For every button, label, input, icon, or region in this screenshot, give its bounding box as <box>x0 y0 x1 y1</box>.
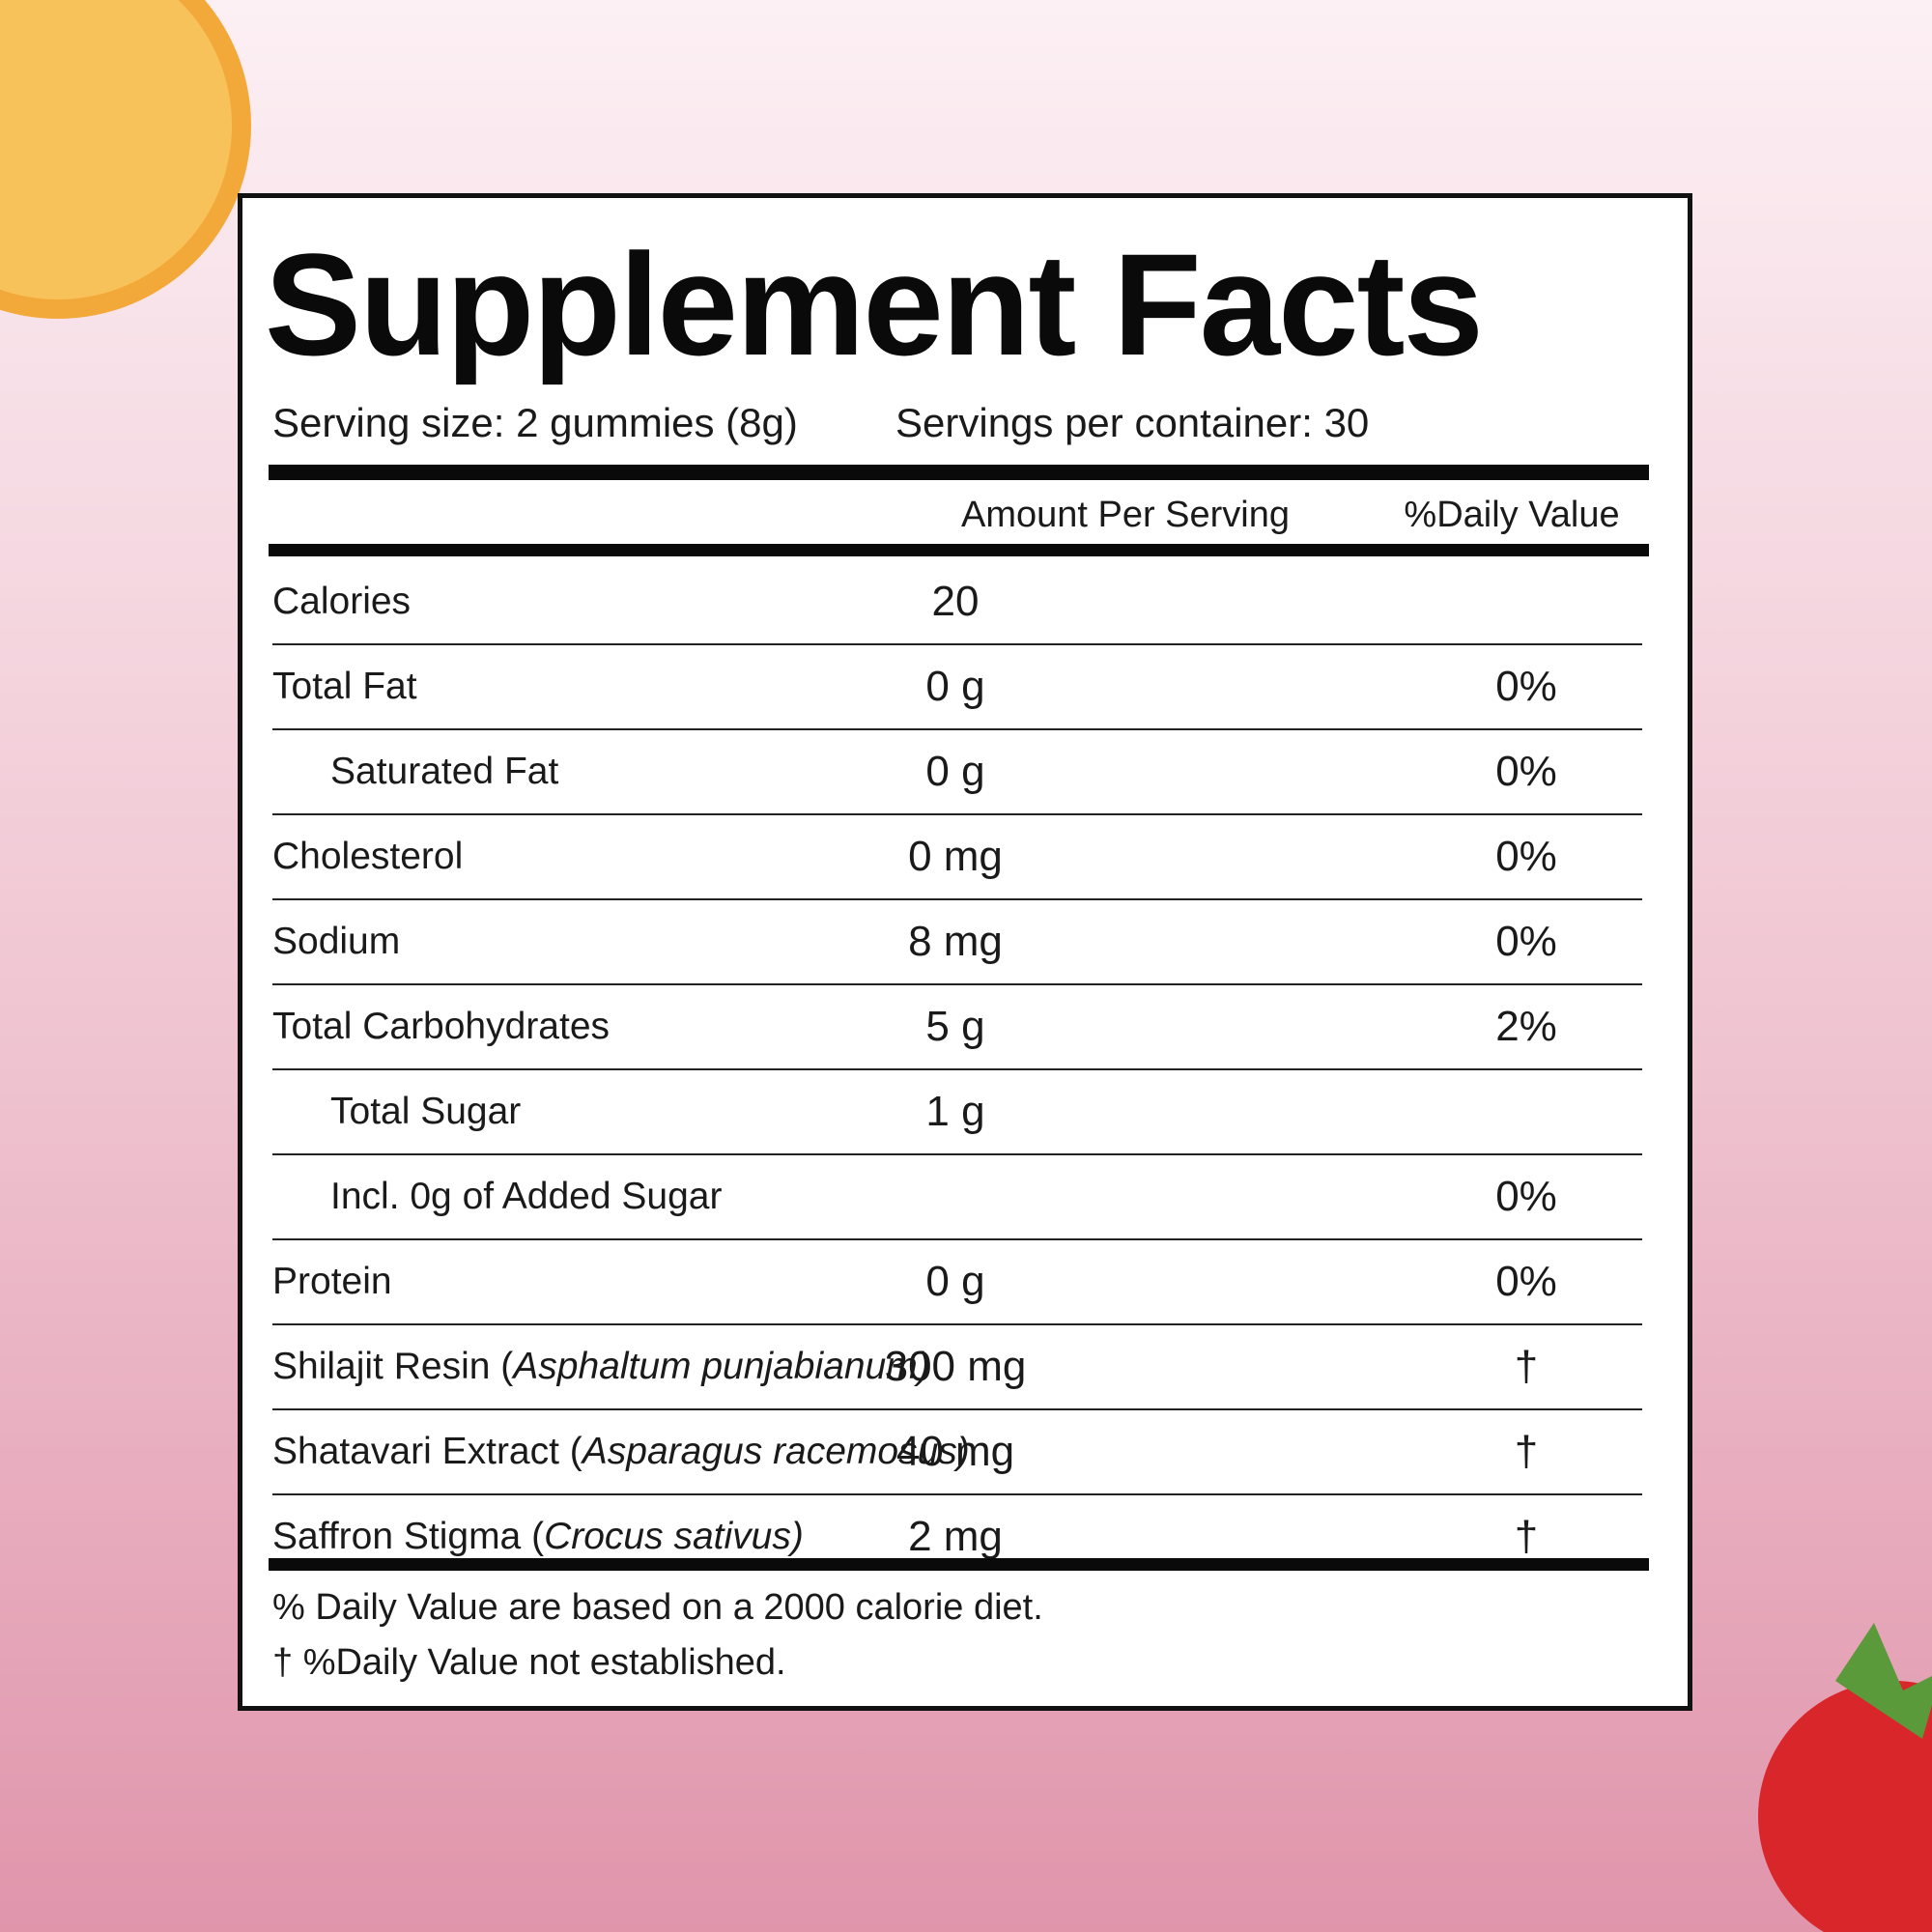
thick-rule <box>269 544 1649 556</box>
thick-rule <box>269 1558 1649 1571</box>
row: Saturated Fat 0 g 0% <box>272 730 1642 815</box>
daily-value: 0% <box>1495 918 1557 965</box>
nutrient-name: Saturated Fat <box>330 751 558 793</box>
servings-per-container: Servings per container: 30 <box>895 400 1370 445</box>
amount: 0 mg <box>908 833 1003 880</box>
nutrient-name: Shilajit Resin (Asphaltum punjabianum) <box>272 1346 930 1388</box>
row: Cholesterol 0 mg 0% <box>272 815 1642 900</box>
serving-size: Serving size: 2 gummies (8g) <box>272 400 798 445</box>
nutrient-name: Saffron Stigma (Crocus sativus) <box>272 1516 804 1558</box>
daily-value: † <box>1514 1343 1539 1390</box>
name-text: Saturated Fat <box>330 751 559 792</box>
amount: 1 g <box>925 1088 985 1135</box>
nutrient-name: Shatavari Extract (Asparagus racemosus) <box>272 1431 970 1473</box>
name-text: Protein <box>272 1261 392 1302</box>
row: Total Sugar 1 g <box>272 1070 1642 1155</box>
nutrient-name: Protein <box>272 1261 392 1303</box>
nutrient-name: Sodium <box>272 921 400 963</box>
daily-value: 0% <box>1495 748 1557 795</box>
name-text: Total Fat <box>272 666 417 707</box>
row: Shilajit Resin (Asphaltum punjabianum) 30… <box>272 1325 1642 1410</box>
strawberry-leaf <box>1777 1623 1932 1739</box>
name-italic: Asphaltum punjabianum) <box>513 1346 930 1387</box>
daily-value: 2% <box>1495 1003 1557 1050</box>
name-text: Sodium <box>272 921 401 962</box>
name-text: Total Carbohydrates <box>272 1006 611 1047</box>
row: Total Fat 0 g 0% <box>272 645 1642 730</box>
row: Total Carbohydrates 5 g 2% <box>272 985 1642 1070</box>
nutrient-name: Total Fat <box>272 666 417 708</box>
name-italic: Crocus sativus) <box>544 1516 804 1557</box>
thick-rule <box>269 465 1649 480</box>
name-text: Shatavari Extract ( <box>272 1431 582 1472</box>
amount: 20 <box>931 578 980 625</box>
row: Sodium 8 mg 0% <box>272 900 1642 985</box>
amount: 300 mg <box>884 1343 1027 1390</box>
daily-value: 0% <box>1495 663 1557 710</box>
row: Saffron Stigma (Crocus sativus) 2 mg † <box>272 1495 1642 1578</box>
title: Supplement Facts <box>265 223 1484 385</box>
amount: 0 g <box>925 748 985 795</box>
rows: Calories 20 Total Fat 0 g 0% Saturated Fat 0 g… <box>272 560 1642 1578</box>
name-text: Total Sugar <box>330 1091 522 1132</box>
amount: 0 g <box>925 663 985 710</box>
footnote: % Daily Value are based on a 2000 calori… <box>272 1587 1043 1628</box>
nutrient-name: Cholesterol <box>272 836 463 878</box>
name-text: Cholesterol <box>272 836 464 877</box>
nutrient-name: Calories <box>272 581 411 623</box>
row: Incl. 0g of Added Sugar 0% <box>272 1155 1642 1240</box>
daily-value: † <box>1514 1428 1539 1475</box>
row: Calories 20 <box>272 560 1642 645</box>
strawberry <box>1758 1681 1932 1932</box>
orange-flesh <box>0 0 232 299</box>
daily-value: 0% <box>1495 1258 1557 1305</box>
nutrient-name: Incl. 0g of Added Sugar <box>330 1176 722 1218</box>
row: Shatavari Extract (Asparagus racemosus) 4… <box>272 1410 1642 1495</box>
daily-value: † <box>1514 1513 1539 1560</box>
row: Protein 0 g 0% <box>272 1240 1642 1325</box>
nutrient-name: Total Sugar <box>330 1091 521 1133</box>
amount: 0 g <box>925 1258 985 1305</box>
daily-value: 0% <box>1495 1173 1557 1220</box>
footnote: † %Daily Value not established. <box>272 1642 786 1683</box>
name-text: Saffron Stigma ( <box>272 1516 545 1557</box>
dv-header: %Daily Value <box>1404 495 1620 535</box>
amount: 5 g <box>925 1003 985 1050</box>
label-box <box>238 193 1692 1711</box>
name-text: Calories <box>272 581 412 622</box>
name-text: Incl. 0g of Added Sugar <box>330 1176 723 1217</box>
name-text: Shilajit Resin ( <box>272 1346 514 1387</box>
name-italic: Asparagus racemosus) <box>582 1431 970 1472</box>
daily-value: 0% <box>1495 833 1557 880</box>
amount-header: Amount Per Serving <box>960 495 1291 535</box>
nutrient-name: Total Carbohydrates <box>272 1006 610 1048</box>
amount: 2 mg <box>908 1513 1003 1560</box>
amount: 40 mg <box>895 1428 1015 1475</box>
amount: 8 mg <box>908 918 1003 965</box>
